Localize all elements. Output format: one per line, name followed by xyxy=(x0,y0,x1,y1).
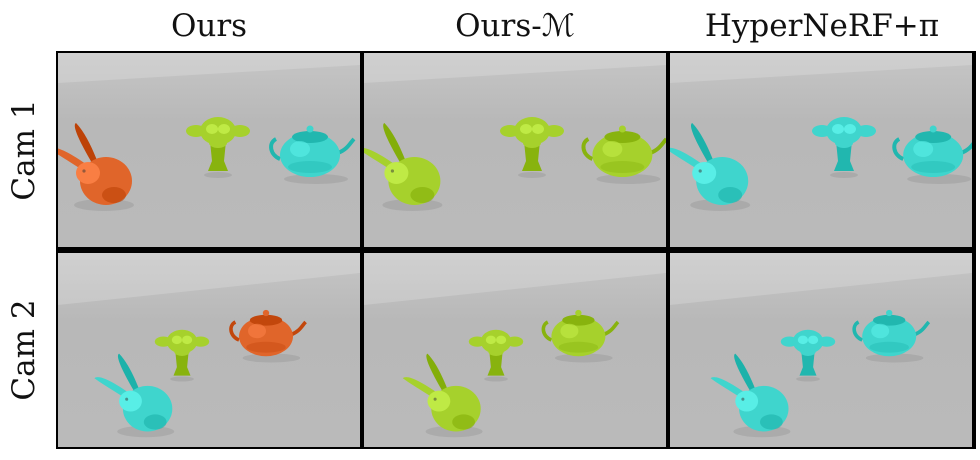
bunny-object xyxy=(94,353,175,438)
teapot-object xyxy=(229,309,307,363)
row-label-cam-2-text: Cam 2 xyxy=(6,299,42,401)
panel-cam1-hypernerf-pi xyxy=(670,53,972,247)
teapot-object xyxy=(892,125,972,184)
render-background xyxy=(58,253,360,447)
teapot-object xyxy=(541,309,620,363)
monkey-head-object xyxy=(468,329,524,382)
monkey-head-object xyxy=(154,329,210,382)
row-label-cam-1-text: Cam 1 xyxy=(6,99,42,201)
render-background xyxy=(670,253,972,447)
panel-cam1-ours xyxy=(58,53,360,247)
render-background xyxy=(364,253,666,447)
bunny-object xyxy=(670,123,751,211)
teapot-object xyxy=(581,125,666,184)
column-header-hypernerf-pi: HyperNeRF+π xyxy=(704,8,940,44)
bunny-object xyxy=(402,353,483,438)
row-label-cam-2: Cam 2 xyxy=(0,251,48,449)
teapot-object xyxy=(269,125,356,184)
monkey-head-object xyxy=(780,329,836,382)
bunny-object xyxy=(364,123,443,211)
bunny-object xyxy=(58,123,134,211)
monkey-head-object xyxy=(500,117,564,178)
column-header-ours: Ours xyxy=(170,8,248,44)
panel-cam1-ours-m xyxy=(364,53,666,247)
row-label-cam-1: Cam 1 xyxy=(0,51,48,249)
bunny-object xyxy=(710,353,791,438)
column-header-ours-m: Ours-ℳ xyxy=(455,8,575,44)
teapot-object xyxy=(852,309,931,363)
panel-cam2-hypernerf-pi xyxy=(670,253,972,447)
panel-cam2-ours xyxy=(58,253,360,447)
monkey-head-object xyxy=(186,117,250,178)
panel-cam2-ours-m xyxy=(364,253,666,447)
image-grid xyxy=(56,51,976,449)
monkey-head-object xyxy=(812,117,876,178)
